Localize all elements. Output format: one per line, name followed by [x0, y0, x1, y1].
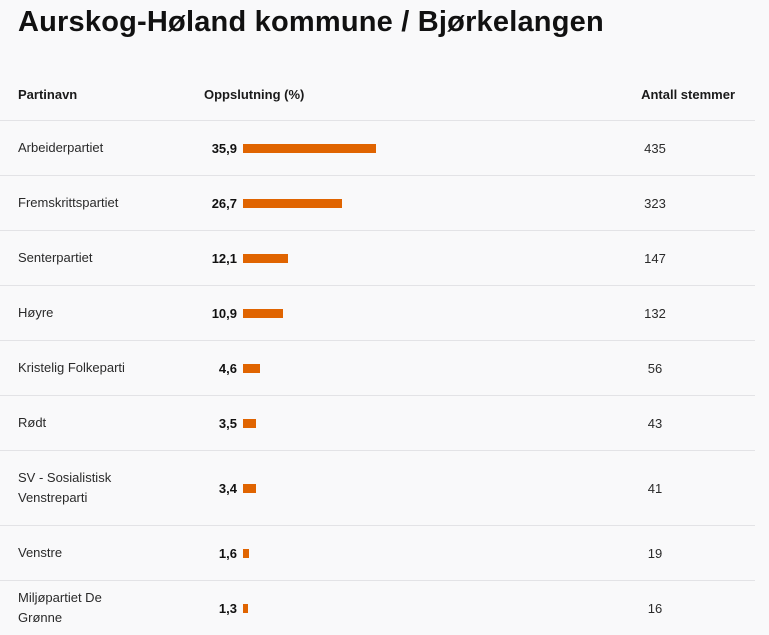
share-value: 12,1	[204, 251, 237, 266]
votes-value: 435	[644, 141, 666, 156]
votes-cell: 43	[555, 396, 755, 451]
share-bar-track	[243, 199, 443, 208]
party-name: Senterpartiet	[18, 248, 128, 268]
votes-cell: 147	[555, 231, 755, 286]
party-cell: Kristelig Folkeparti	[0, 341, 204, 396]
share-bar	[243, 254, 288, 263]
share-cell: 35,9	[204, 121, 555, 176]
share-bar-track	[243, 549, 443, 558]
share-value: 10,9	[204, 306, 237, 321]
results-table-body: Arbeiderpartiet 35,9 435 Fremskrittspartiet…	[0, 121, 755, 635]
share-value: 1,3	[204, 601, 237, 616]
party-name: Kristelig Folkeparti	[18, 358, 128, 378]
share-value: 3,5	[204, 416, 237, 431]
share-bar-track	[243, 364, 443, 373]
share-cell: 1,6	[204, 526, 555, 581]
party-name: Venstre	[18, 543, 128, 563]
share-bar	[243, 199, 342, 208]
share-cell: 1,3	[204, 581, 555, 635]
votes-value: 323	[644, 196, 666, 211]
votes-cell: 41	[555, 451, 755, 526]
votes-value: 56	[648, 361, 662, 376]
table-row: Kristelig Folkeparti 4,6 56	[0, 341, 755, 396]
results-table: Partinavn Oppslutning (%) Antall stemmer…	[0, 68, 755, 635]
share-bar-track	[243, 484, 443, 493]
table-header-row: Partinavn Oppslutning (%) Antall stemmer	[0, 68, 755, 121]
share-bar	[243, 549, 249, 558]
party-cell: Høyre	[0, 286, 204, 341]
votes-value: 132	[644, 306, 666, 321]
share-value: 4,6	[204, 361, 237, 376]
party-name: Miljøpartiet De Grønne	[18, 588, 128, 628]
party-name: SV - Sosialistisk Venstreparti	[18, 468, 128, 508]
party-cell: Fremskrittspartiet	[0, 176, 204, 231]
share-cell: 4,6	[204, 341, 555, 396]
share-bar	[243, 419, 256, 428]
votes-cell: 56	[555, 341, 755, 396]
share-bar	[243, 484, 256, 493]
share-bar-track	[243, 604, 443, 613]
party-cell: Venstre	[0, 526, 204, 581]
column-header-party[interactable]: Partinavn	[0, 68, 204, 121]
votes-cell: 19	[555, 526, 755, 581]
party-cell: Rødt	[0, 396, 204, 451]
share-cell: 10,9	[204, 286, 555, 341]
share-bar-track	[243, 144, 443, 153]
table-row: Miljøpartiet De Grønne 1,3 16	[0, 581, 755, 635]
share-bar	[243, 604, 248, 613]
party-name: Arbeiderpartiet	[18, 138, 128, 158]
party-cell: SV - Sosialistisk Venstreparti	[0, 451, 204, 526]
table-row: SV - Sosialistisk Venstreparti 3,4 41	[0, 451, 755, 526]
share-bar	[243, 364, 260, 373]
share-bar	[243, 144, 376, 153]
votes-cell: 323	[555, 176, 755, 231]
votes-value: 16	[648, 601, 662, 616]
party-cell: Senterpartiet	[0, 231, 204, 286]
share-value: 26,7	[204, 196, 237, 211]
share-cell: 3,5	[204, 396, 555, 451]
party-cell: Arbeiderpartiet	[0, 121, 204, 176]
column-header-votes[interactable]: Antall stemmer	[555, 68, 755, 121]
share-bar-track	[243, 309, 443, 318]
votes-value: 43	[648, 416, 662, 431]
share-bar-track	[243, 419, 443, 428]
share-cell: 12,1	[204, 231, 555, 286]
page-title: Aurskog-Høland kommune / Bjørkelangen	[18, 6, 604, 39]
share-cell: 3,4	[204, 451, 555, 526]
table-row: Rødt 3,5 43	[0, 396, 755, 451]
party-name: Fremskrittspartiet	[18, 193, 128, 213]
party-name: Høyre	[18, 303, 128, 323]
party-cell: Miljøpartiet De Grønne	[0, 581, 204, 635]
table-row: Høyre 10,9 132	[0, 286, 755, 341]
share-value: 3,4	[204, 481, 237, 496]
table-row: Fremskrittspartiet 26,7 323	[0, 176, 755, 231]
party-name: Rødt	[18, 413, 128, 433]
share-bar-track	[243, 254, 443, 263]
table-row: Venstre 1,6 19	[0, 526, 755, 581]
table-row: Arbeiderpartiet 35,9 435	[0, 121, 755, 176]
column-header-share[interactable]: Oppslutning (%)	[204, 68, 555, 121]
share-bar	[243, 309, 283, 318]
share-value: 35,9	[204, 141, 237, 156]
votes-cell: 132	[555, 286, 755, 341]
share-value: 1,6	[204, 546, 237, 561]
votes-cell: 16	[555, 581, 755, 635]
votes-value: 147	[644, 251, 666, 266]
votes-value: 41	[648, 481, 662, 496]
table-row: Senterpartiet 12,1 147	[0, 231, 755, 286]
votes-cell: 435	[555, 121, 755, 176]
votes-value: 19	[648, 546, 662, 561]
share-cell: 26,7	[204, 176, 555, 231]
